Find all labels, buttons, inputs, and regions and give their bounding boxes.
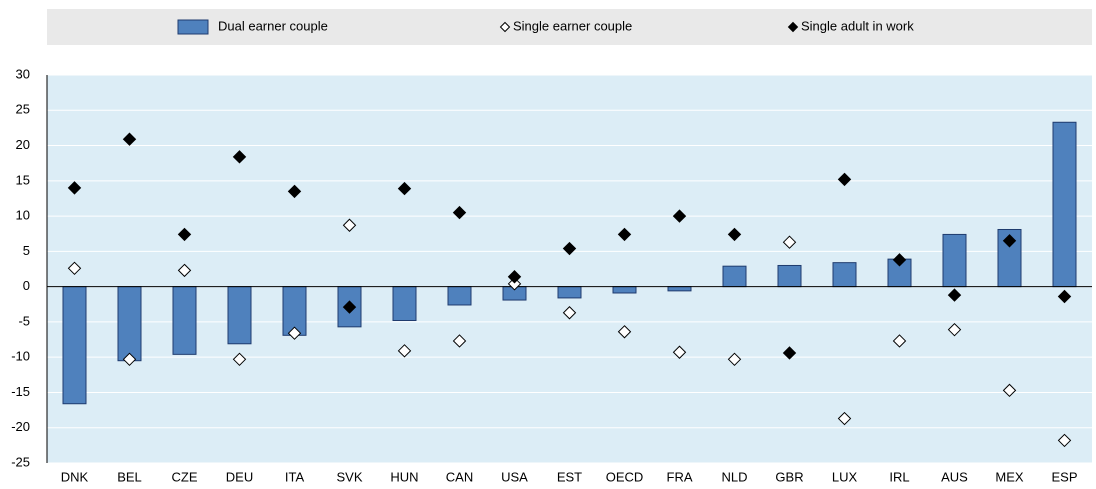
y-tick-label: -5: [18, 313, 30, 328]
diamond-marker: [562, 241, 577, 256]
open-diamond-marker: [892, 334, 907, 348]
diamond-marker: [1002, 234, 1017, 248]
diamond-marker: [177, 227, 192, 242]
open-diamond-marker: [1002, 383, 1017, 398]
diamond-marker: [727, 227, 742, 242]
open-diamond-marker: [67, 261, 82, 276]
y-tick-label: -25: [11, 454, 30, 469]
bar: [227, 286, 252, 345]
legend-swatch: [177, 19, 209, 35]
open-diamond-marker: [837, 411, 852, 426]
y-tick-label: -20: [11, 419, 30, 434]
open-diamond-marker: [617, 325, 632, 339]
x-tick-label: ESP: [1051, 469, 1077, 484]
diamond-marker: [507, 270, 522, 284]
bar: [942, 233, 967, 288]
x-tick-label: OECD: [606, 469, 644, 484]
x-tick-label: NLD: [721, 469, 747, 484]
x-tick-label: MEX: [995, 469, 1024, 484]
bar: [722, 265, 747, 288]
diamond-marker: [397, 181, 412, 196]
bar: [447, 286, 472, 306]
y-tick-label: 25: [16, 102, 30, 117]
x-tick-label: SVK: [336, 469, 362, 484]
legend-swatch: [787, 21, 799, 33]
diamond-marker: [782, 346, 797, 360]
diamond-marker: [672, 209, 687, 223]
diamond-marker: [1057, 289, 1072, 304]
open-diamond-marker: [342, 218, 357, 232]
x-tick-label: ITA: [285, 469, 305, 484]
legend-label: Dual earner couple: [218, 18, 328, 33]
open-diamond-marker: [122, 352, 137, 367]
diamond-marker: [947, 288, 962, 302]
diamond-marker: [617, 227, 632, 242]
x-tick-label: HUN: [390, 469, 418, 484]
diamond-marker: [837, 172, 852, 187]
open-diamond-marker: [727, 352, 742, 367]
y-tick-label: 10: [16, 208, 30, 223]
y-tick-label: 0: [23, 278, 30, 293]
x-tick-label: CAN: [446, 469, 473, 484]
bar: [557, 286, 582, 299]
legend-label: Single adult in work: [801, 18, 914, 33]
y-tick-label: 15: [16, 172, 30, 187]
x-tick-label: DEU: [226, 469, 253, 484]
x-tick-label: FRA: [667, 469, 693, 484]
open-diamond-marker: [672, 345, 687, 359]
open-diamond-marker: [287, 326, 302, 340]
diamond-marker: [892, 253, 907, 267]
bar: [832, 262, 857, 288]
open-diamond-marker: [397, 344, 412, 358]
open-diamond-marker: [232, 352, 247, 367]
x-tick-label: USA: [501, 469, 528, 484]
x-tick-label: AUS: [941, 469, 968, 484]
y-tick-label: 20: [16, 137, 30, 152]
x-tick-label: LUX: [832, 469, 858, 484]
open-diamond-marker: [177, 263, 192, 278]
legend-label: Single earner couple: [513, 18, 632, 33]
y-tick-label: -15: [11, 384, 30, 399]
open-diamond-marker: [782, 235, 797, 249]
bar: [667, 286, 692, 292]
plot-area: [47, 75, 1092, 463]
x-tick-label: GBR: [775, 469, 803, 484]
x-tick-label: IRL: [889, 469, 909, 484]
bar: [777, 264, 802, 288]
bar: [117, 286, 142, 362]
diamond-marker: [452, 205, 467, 220]
x-tick-label: EST: [557, 469, 582, 484]
bar: [392, 286, 417, 321]
legend-box: [47, 9, 1092, 45]
x-tick-label: DNK: [61, 469, 89, 484]
x-tick-label: BEL: [117, 469, 142, 484]
bar: [1052, 121, 1077, 288]
diamond-marker: [287, 184, 302, 199]
x-tick-label: CZE: [172, 469, 198, 484]
open-diamond-marker: [947, 322, 962, 337]
diamond-marker: [122, 132, 137, 146]
diamond-marker: [67, 181, 82, 195]
bar: [62, 286, 87, 405]
open-diamond-marker: [1057, 433, 1072, 448]
y-tick-label: 5: [23, 243, 30, 258]
open-diamond-marker: [562, 306, 577, 320]
bar: [172, 286, 197, 355]
bar: [612, 286, 637, 294]
legend-swatch: [499, 21, 511, 33]
diamond-marker: [232, 150, 247, 164]
y-tick-label: -10: [11, 349, 30, 364]
open-diamond-marker: [452, 334, 467, 348]
y-tick-label: 30: [16, 66, 30, 81]
diamond-marker: [342, 300, 357, 314]
open-diamond-marker: [507, 277, 522, 291]
